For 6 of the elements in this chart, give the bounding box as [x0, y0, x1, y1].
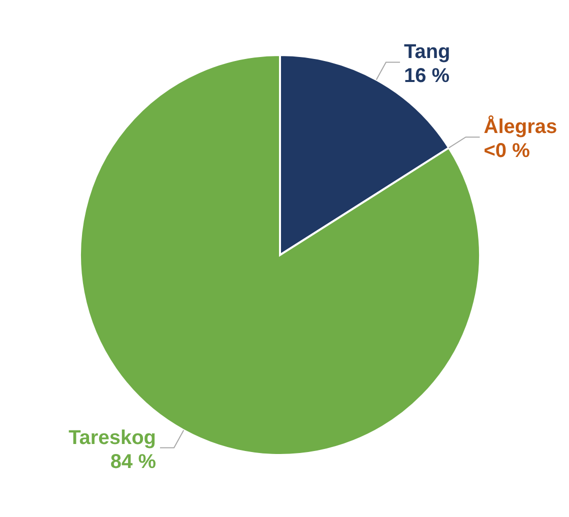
- text: <0 %: [484, 140, 530, 162]
- slice-label: Tang: [404, 41, 450, 64]
- category-label: Ålegras: [484, 116, 558, 138]
- data-label: 16 %: [404, 65, 450, 88]
- data-label: 84 %: [110, 450, 156, 473]
- slice-label: Tareskog: [68, 426, 156, 449]
